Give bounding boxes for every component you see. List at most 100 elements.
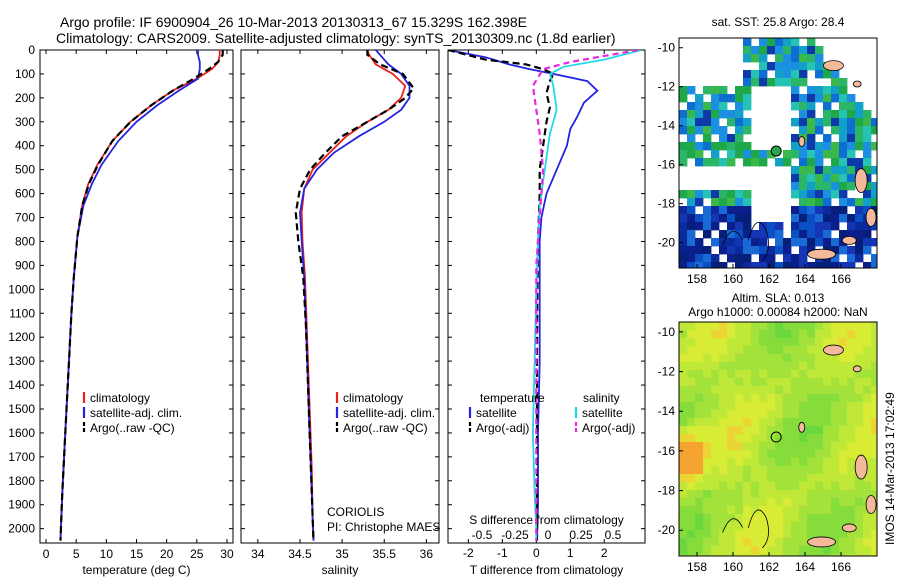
map-cell [855,490,864,499]
map-cell [783,530,792,539]
map-cell [719,370,728,379]
map-cell [735,214,744,223]
map-cell [735,434,744,443]
map-cell [863,514,872,523]
map-cell [695,354,704,363]
map-cell [775,418,784,427]
map-cell [687,142,696,151]
map-cell [727,362,736,371]
map-cell [783,498,792,507]
map-cell [759,434,768,443]
map-cell [807,338,816,347]
map-cell [799,78,808,87]
map-cell [719,214,728,223]
map-cell [751,362,760,371]
map-cell [799,238,808,247]
map-cell [687,238,696,247]
map-cell [687,150,696,159]
map-cell [695,142,704,151]
map-cell [783,62,792,71]
map-cell [695,402,704,411]
map-cell [719,378,728,387]
map-cell [839,322,848,331]
map-cell [743,46,752,55]
map-cell [807,362,816,371]
map-cell [791,134,800,143]
map-cell [679,190,688,199]
legend-label: temperature [480,391,545,405]
map-cell [783,330,792,339]
map-cell [807,126,816,135]
map-cell [695,102,704,111]
map-cell [815,86,824,95]
map-cell [743,198,752,207]
map-cell [831,426,840,435]
map-cell [743,434,752,443]
map-cell [799,474,808,483]
map-cell [767,150,776,159]
map-cell [799,246,808,255]
map-frame [678,37,878,269]
map-cell [735,110,744,119]
map-cell [871,474,877,483]
map-cell [823,386,832,395]
map-cell [727,110,736,119]
map-cell [807,490,816,499]
map-cell [759,346,768,355]
map-cell [791,102,800,111]
map-cell [823,450,832,459]
map-cell [727,546,736,555]
map-cell [791,506,800,515]
map-x-tick-label: 166 [831,560,851,574]
map-cell [839,458,848,467]
map-cell [807,378,816,387]
map-cell [863,450,872,459]
map-cell [799,198,808,207]
map-cell [831,338,840,347]
map-cell [711,394,720,403]
map-cell [863,126,872,135]
map-cell [831,362,840,371]
map-cell [855,434,864,443]
map-cell [831,522,840,531]
map-cell [719,330,728,339]
map-cell [847,354,856,363]
map-cell [703,102,712,111]
map-cell [839,126,848,135]
map-cell [815,262,824,268]
map-cell [727,354,736,363]
legend-label: Argo(..raw -QC) [90,421,175,435]
map-cell [751,346,760,355]
map-cell [759,530,768,539]
map-cell [727,214,736,223]
map-cell [831,246,840,255]
map-cells [679,38,877,268]
map-cell [871,254,877,263]
map-cell [711,322,720,331]
map-cell [831,546,840,555]
map-cell [847,222,856,231]
map-cell [759,70,768,79]
map-cell [791,418,800,427]
map-cell [847,378,856,387]
map-cell [751,230,760,239]
map-cell [679,522,688,531]
map-cell [719,402,728,411]
map-cell [679,354,688,363]
map-cell [767,410,776,419]
map-cell [767,546,776,555]
map-cell [775,238,784,247]
map-cell [847,174,856,183]
island [852,80,862,88]
map-cell [815,402,824,411]
map-cell [687,554,696,556]
temperature-panel: 0 5 10 15 20 25 300100200300400500600700800900… [8,43,234,577]
map-cell [855,346,864,355]
s-axis-label: S difference from climatology [469,513,624,527]
map-cell [703,442,712,451]
map-cell [687,126,696,135]
map-cell [863,262,872,268]
coastline [722,518,743,533]
map-cell [855,554,864,556]
